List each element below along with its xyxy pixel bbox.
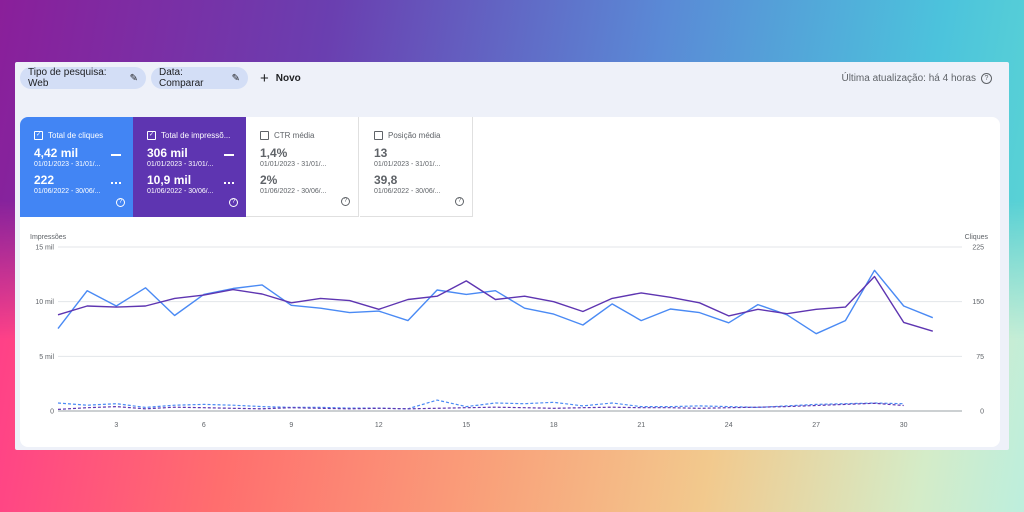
metric-range-previous: 01/06/2022 - 30/06/...	[260, 188, 327, 195]
last-update-text: Última atualização: há 4 horas	[841, 72, 976, 84]
dashed-line-legend-icon	[111, 182, 121, 184]
help-icon[interactable]: ?	[455, 197, 464, 206]
y-left-tick-label: 10 mil	[35, 299, 54, 306]
metric-range-previous: 01/06/2022 - 30/06/...	[147, 188, 214, 195]
y-right-tick-label: 225	[972, 245, 984, 252]
metric-title: Posição média	[388, 131, 441, 140]
search-type-label: Tipo de pesquisa: Web	[28, 67, 107, 89]
metric-range-current: 01/01/2023 - 31/01/...	[34, 161, 101, 168]
solid-line-legend-icon	[224, 154, 234, 156]
metric-value-previous: 10,9 mil	[147, 173, 192, 187]
y-right-tick-label: 0	[980, 409, 984, 416]
x-tick-label: 24	[725, 422, 733, 429]
metric-range-current: 01/01/2023 - 31/01/...	[374, 161, 441, 168]
x-tick-label: 30	[900, 422, 908, 429]
metric-title: CTR média	[274, 131, 315, 140]
series-line-3	[57, 402, 904, 410]
y-left-tick-label: 0	[50, 409, 54, 416]
metric-value-current: 306 mil	[147, 146, 188, 160]
metric-value-previous: 222	[34, 173, 55, 187]
filter-toolbar: Tipo de pesquisa: Web ✎ Data: Comparar ✎…	[20, 67, 1004, 89]
metric-value-previous: 39,8	[374, 173, 398, 187]
pencil-icon: ✎	[129, 72, 138, 84]
x-tick-label: 27	[812, 422, 820, 429]
y-axis-right-label: Cliques	[965, 234, 989, 241]
y-right-tick-label: 150	[972, 299, 984, 306]
y-left-tick-label: 5 mil	[39, 354, 54, 361]
x-tick-label: 21	[637, 422, 645, 429]
metric-value-current: 13	[374, 146, 388, 160]
metric-title: Total de impressõ...	[161, 131, 231, 140]
dashed-line-legend-icon	[224, 182, 234, 184]
metric-title: Total de cliques	[48, 131, 104, 140]
x-tick-label: 15	[462, 422, 470, 429]
help-icon[interactable]: ?	[229, 198, 238, 207]
series-line-2	[57, 399, 904, 410]
metric-impressions[interactable]: ✓ Total de impressõ... 306 mil 01/01/2023…	[133, 117, 246, 217]
metric-value-previous: 2%	[260, 173, 278, 187]
date-label: Data: Comparar	[159, 67, 204, 89]
chart-grid	[58, 246, 962, 412]
new-filter-button[interactable]: + Novo	[260, 67, 301, 89]
help-icon[interactable]: ?	[116, 198, 125, 207]
x-tick-label: 6	[202, 422, 206, 429]
help-icon[interactable]: ?	[341, 197, 350, 206]
performance-card: ✓ Total de cliques 4,42 mil 01/01/2023 - …	[20, 117, 1000, 447]
pencil-icon: ✎	[231, 72, 240, 84]
series-line-1	[57, 275, 934, 332]
metric-range-current: 01/01/2023 - 31/01/...	[147, 161, 214, 168]
chart-series	[57, 269, 934, 410]
solid-line-legend-icon	[111, 154, 121, 156]
metric-position[interactable]: Posição média 13 01/01/2023 - 31/01/... …	[360, 117, 473, 217]
performance-chart: 0 5 mil 10 mil 15 mil 0 75 150 225 3 6 9 12 15 18 21 24…	[30, 234, 989, 430]
y-right-tick-label: 75	[976, 354, 984, 361]
x-tick-label: 12	[375, 422, 383, 429]
date-chip[interactable]: Data: Comparar ✎	[151, 67, 248, 89]
help-icon[interactable]: ?	[981, 72, 992, 84]
y-axis-left-label: Impressões	[30, 234, 67, 241]
new-label: Novo	[275, 72, 301, 84]
checkbox-unchecked-icon	[374, 131, 383, 140]
checkbox-checked-icon: ✓	[147, 131, 156, 140]
checkbox-checked-icon: ✓	[34, 131, 43, 140]
search-type-chip[interactable]: Tipo de pesquisa: Web ✎	[20, 67, 146, 89]
y-left-tick-label: 15 mil	[35, 245, 54, 252]
last-update: Última atualização: há 4 horas ?	[841, 67, 992, 89]
metric-range-previous: 01/06/2022 - 30/06/...	[34, 188, 101, 195]
chart-ticks: 0 5 mil 10 mil 15 mil 0 75 150 225 3 6 9 12 15 18 21 24…	[35, 245, 984, 430]
metric-range-current: 01/01/2023 - 31/01/...	[260, 161, 327, 168]
metric-clicks[interactable]: ✓ Total de cliques 4,42 mil 01/01/2023 - …	[20, 117, 133, 217]
x-tick-label: 3	[114, 422, 118, 429]
metric-ctr[interactable]: CTR média 1,4% 01/01/2023 - 31/01/... 2%…	[246, 117, 359, 217]
metric-value-current: 4,42 mil	[34, 146, 79, 160]
search-console-panel: Tipo de pesquisa: Web ✎ Data: Comparar ✎…	[15, 62, 1009, 450]
checkbox-unchecked-icon	[260, 131, 269, 140]
metric-range-previous: 01/06/2022 - 30/06/...	[374, 188, 441, 195]
x-tick-label: 9	[289, 422, 293, 429]
x-tick-label: 18	[550, 422, 558, 429]
metric-value-current: 1,4%	[260, 146, 288, 160]
plus-icon: +	[260, 69, 269, 87]
